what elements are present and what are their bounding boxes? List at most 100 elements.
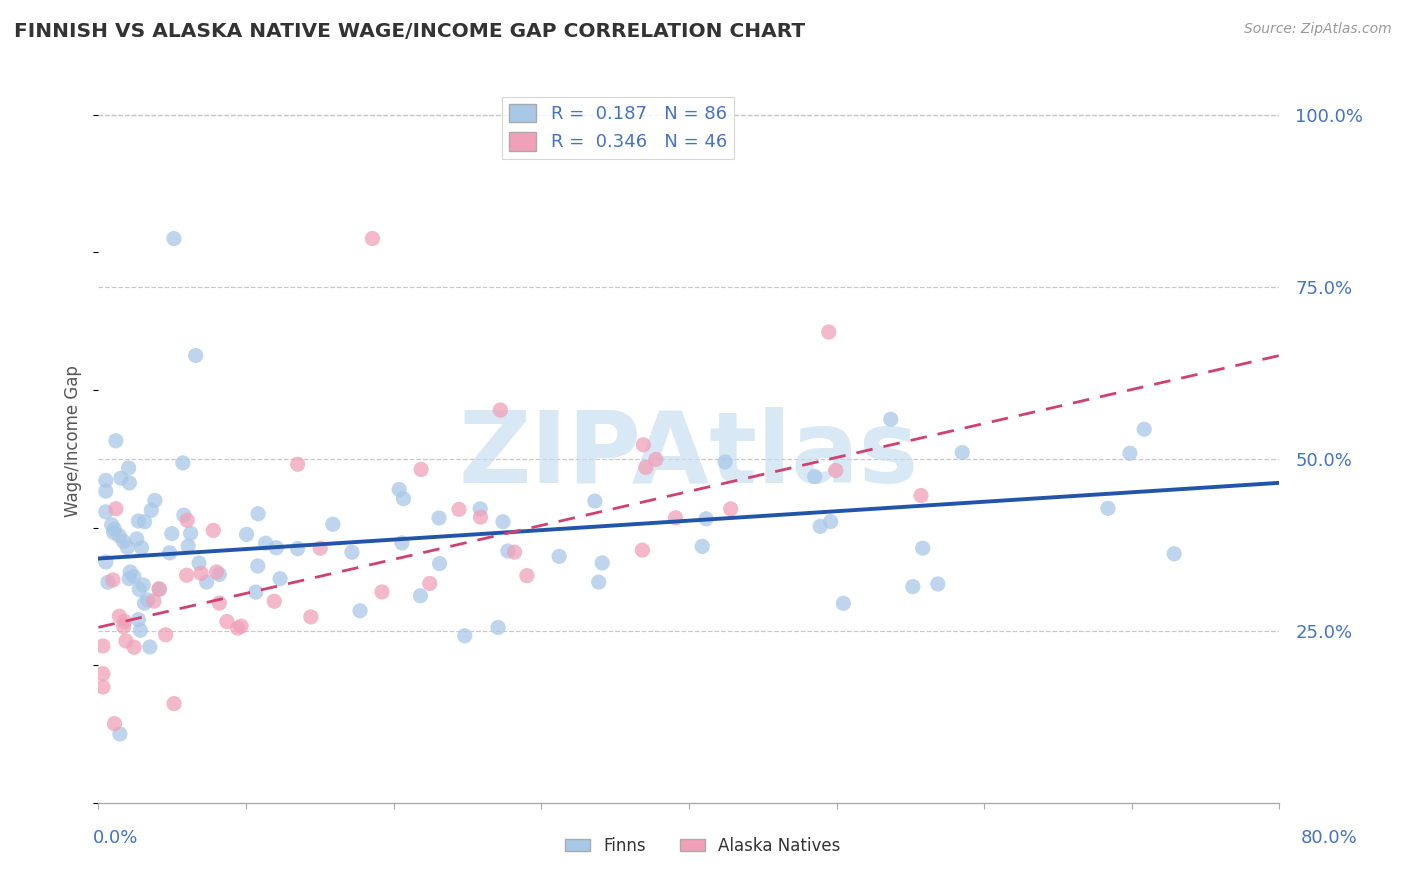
Point [247,507,270,521]
Point [392,491,415,506]
Point [496,544,519,558]
Point [118,461,141,475]
Point [141,503,163,517]
Point [159,546,181,560]
Point [163,697,186,711]
Point [118,475,141,490]
Point [127,514,149,528]
Point [419,576,441,591]
Point [695,512,717,526]
Point [118,572,141,586]
Point [634,460,657,475]
Point [361,231,384,245]
Point [349,604,371,618]
Point [817,325,839,339]
Point [583,494,606,508]
Point [108,529,131,543]
Point [264,541,287,555]
Point [142,594,165,608]
Point [820,515,842,529]
Point [644,452,666,467]
Point [148,582,170,596]
Point [188,556,211,570]
Point [409,462,432,476]
Point [120,565,142,579]
Point [226,621,249,635]
Point [91,666,114,681]
Point [143,493,166,508]
Point [690,540,713,554]
Point [117,540,139,554]
Point [112,619,135,633]
Point [103,522,125,536]
Point [808,519,831,533]
Point [128,582,150,597]
Point [427,511,450,525]
Point [470,510,492,524]
Point [163,231,186,245]
Point [429,557,451,571]
Point [104,434,127,448]
Point [160,526,183,541]
Point [548,549,571,564]
Point [269,572,291,586]
Y-axis label: Wage/Income Gap: Wage/Income Gap [65,366,83,517]
Point [100,517,122,532]
Point [94,474,117,488]
Point [129,624,152,638]
Point [125,532,148,546]
Point [176,513,198,527]
Point [1097,501,1119,516]
Point [202,524,225,538]
Point [1133,422,1156,436]
Point [245,585,267,599]
Point [205,565,228,579]
Point [950,445,973,459]
Point [195,575,218,590]
Point [148,582,170,597]
Point [108,609,131,624]
Point [114,615,136,629]
Point [208,567,231,582]
Point [173,508,195,522]
Point [176,568,198,582]
Point [180,526,202,541]
Point [94,505,117,519]
Legend: Finns, Alaska Natives: Finns, Alaska Natives [558,830,848,862]
Point [131,541,153,555]
Point [134,596,156,610]
Point [910,489,932,503]
Point [235,527,257,541]
Point [254,536,277,550]
Point [591,556,613,570]
Point [824,463,846,477]
Point [409,589,432,603]
Point [136,593,159,607]
Point [177,539,200,553]
Point [115,634,138,648]
Point [263,594,285,608]
Text: ZIPAtlas: ZIPAtlas [458,408,920,505]
Point [720,502,742,516]
Point [184,349,207,363]
Point [132,578,155,592]
Point [486,620,509,634]
Point [1119,446,1142,460]
Point [911,541,934,556]
Point [299,610,322,624]
Point [229,619,252,633]
Point [91,639,114,653]
Text: FINNISH VS ALASKA NATIVE WAGE/INCOME GAP CORRELATION CHART: FINNISH VS ALASKA NATIVE WAGE/INCOME GAP… [14,22,806,41]
Point [588,575,610,590]
Point [155,628,177,642]
Point [447,502,470,516]
Point [664,511,686,525]
Point [103,525,125,540]
Point [371,585,394,599]
Point [901,580,924,594]
Point [110,471,132,485]
Point [470,501,492,516]
Point [91,680,114,694]
Point [492,515,515,529]
Point [388,483,411,497]
